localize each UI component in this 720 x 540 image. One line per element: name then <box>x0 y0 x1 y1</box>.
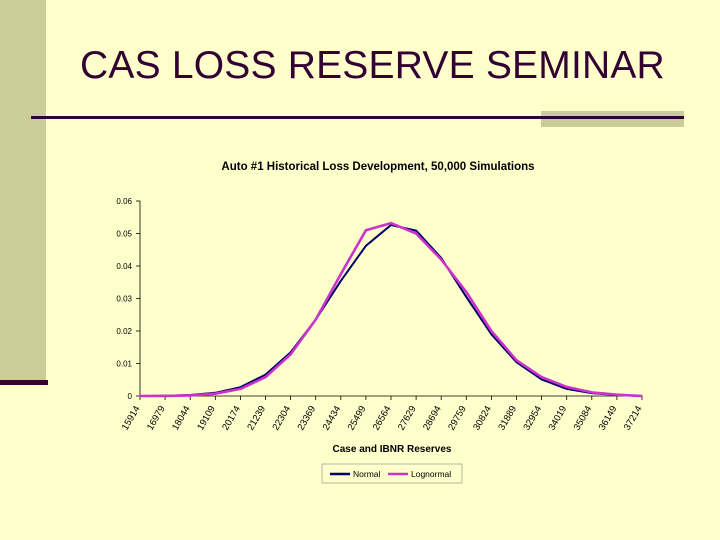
legend-label-normal: Normal <box>353 469 381 479</box>
data-point-normal <box>465 296 467 298</box>
data-point-lognormal <box>591 391 593 394</box>
x-tick-label: 22304 <box>270 404 293 432</box>
x-tick-label: 35084 <box>572 404 595 432</box>
data-point-normal <box>566 388 568 390</box>
plot-area: 0.06 0.05 0.04 0.03 0.02 0.01 0 15914 16979 18044… <box>116 197 644 432</box>
data-point-lognormal <box>164 395 166 397</box>
x-tick-label: 29759 <box>446 404 469 432</box>
x-tick-label: 23369 <box>296 404 319 432</box>
x-tick-label: 31889 <box>496 404 519 432</box>
data-point-lognormal <box>390 222 392 224</box>
data-point-lognormal <box>365 229 367 231</box>
data-point-lognormal <box>490 330 492 332</box>
x-tick-label: 15914 <box>120 404 143 432</box>
data-point-normal <box>390 224 392 226</box>
data-point-lognormal <box>340 273 342 275</box>
data-point-lognormal <box>239 388 241 390</box>
x-tick-label: 25499 <box>346 404 369 432</box>
title-divider-accent-line <box>541 116 684 119</box>
side-accent-rule <box>0 380 48 385</box>
x-tick-label: 37214 <box>622 404 645 432</box>
x-tick-label: 19109 <box>195 404 218 432</box>
data-point-lognormal <box>641 395 643 397</box>
data-point-lognormal <box>415 232 417 235</box>
data-point-lognormal <box>214 393 216 395</box>
x-tick-label: 28694 <box>421 404 444 432</box>
x-tick-label: 34019 <box>547 404 570 432</box>
x-tick-label: 18044 <box>170 404 193 432</box>
chart-title: Auto #1 Historical Loss Development, 50,… <box>221 161 534 173</box>
x-tick-label: 20174 <box>220 404 243 432</box>
data-point-lognormal <box>566 386 568 388</box>
data-point-lognormal <box>465 291 467 293</box>
data-point-lognormal <box>264 376 267 378</box>
data-point-lognormal <box>616 394 618 396</box>
y-tick-label: 0 <box>128 392 133 401</box>
data-point-lognormal <box>315 319 317 321</box>
title-divider-accent <box>541 111 684 127</box>
x-tick-label: 30824 <box>471 404 494 432</box>
data-point-lognormal <box>189 394 191 396</box>
x-tick-label: 24434 <box>321 404 344 432</box>
x-tick-label: 16979 <box>145 404 168 432</box>
x-tick-label: 32954 <box>521 404 544 432</box>
y-tick-label: 0.05 <box>116 230 132 239</box>
y-tick-label: 0.03 <box>116 295 132 304</box>
data-point-normal <box>365 245 367 247</box>
side-accent-band <box>0 0 46 383</box>
title-divider <box>31 116 541 119</box>
data-point-normal <box>490 333 492 335</box>
slide-title: CAS LOSS RESERVE SEMINAR <box>80 44 665 87</box>
y-tick-label: 0.04 <box>116 262 132 271</box>
data-point-lognormal <box>541 376 543 378</box>
data-point-normal <box>264 373 267 376</box>
data-point-lognormal <box>440 258 442 261</box>
x-axis-label: Case and IBNR Reserves <box>333 444 452 455</box>
y-tick-label: 0.02 <box>116 327 132 336</box>
data-point-normal <box>415 229 417 232</box>
data-point-normal <box>541 378 543 381</box>
y-tick-label: 0.06 <box>116 197 132 206</box>
y-tick-label: 0.01 <box>116 360 132 369</box>
x-tick-label: 26564 <box>371 404 394 432</box>
data-point-lognormal <box>139 395 141 397</box>
x-tick-label: 36149 <box>597 404 620 432</box>
data-point-normal <box>340 280 342 282</box>
data-point-lognormal <box>515 359 518 361</box>
plot-background <box>140 201 642 396</box>
x-tick-label: 21239 <box>245 404 268 432</box>
legend-label-lognormal: Lognormal <box>411 469 451 479</box>
legend: Normal Lognormal <box>321 463 463 484</box>
x-tick-label: 27629 <box>396 404 419 432</box>
data-point-lognormal <box>290 353 292 355</box>
legend-box <box>321 463 463 484</box>
